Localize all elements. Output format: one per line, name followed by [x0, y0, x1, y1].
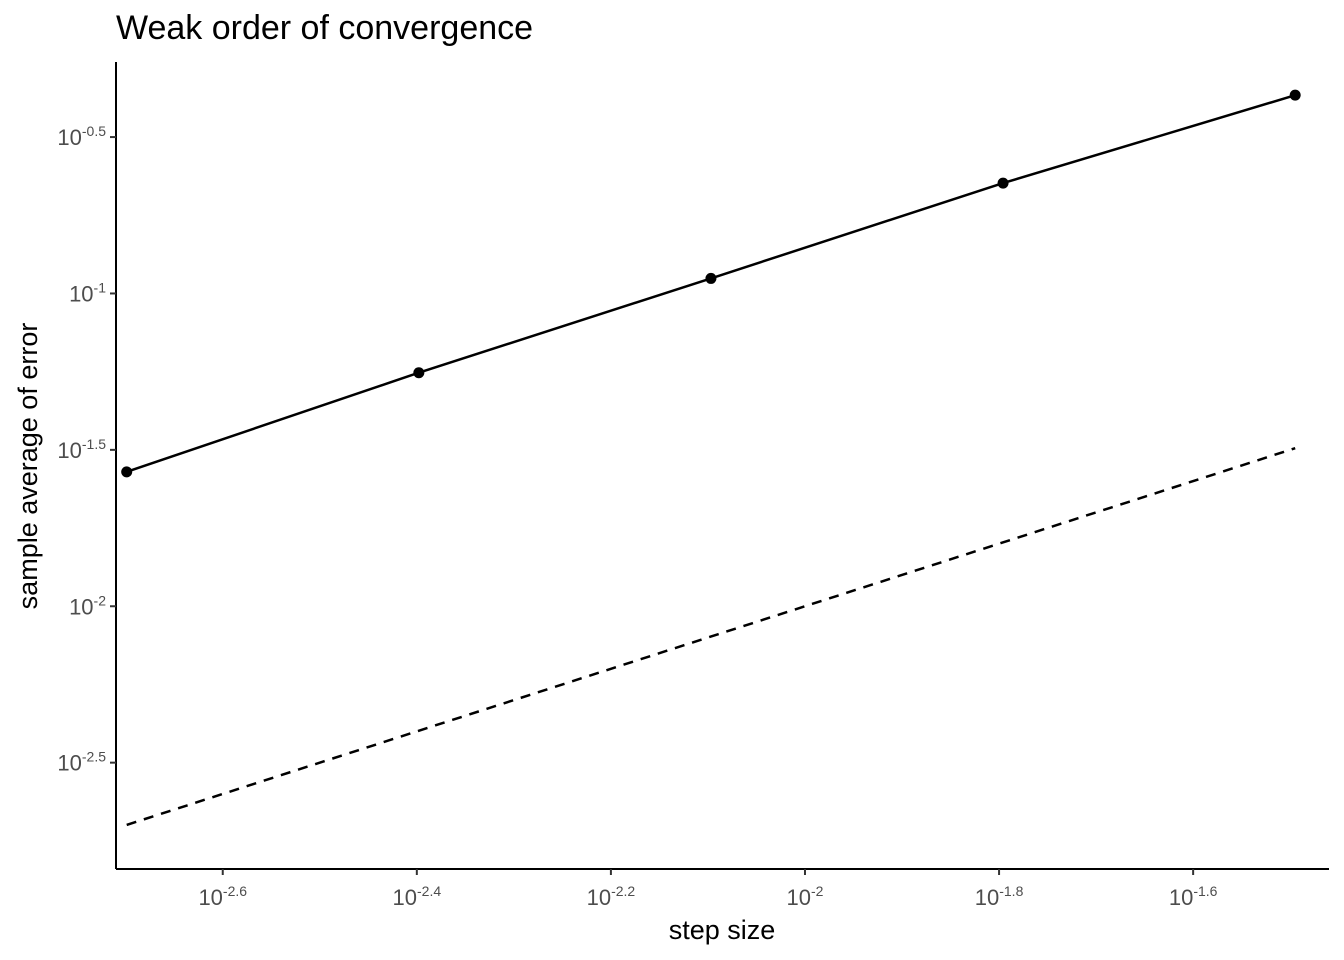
plot-area [121, 89, 1301, 827]
y-axis-title: sample average of error [13, 323, 43, 610]
data-point [997, 177, 1009, 189]
y-tick-label: 10-1 [69, 279, 106, 306]
x-axis-title: step size [669, 915, 776, 945]
x-axis-ticks: 10-2.6 10-2.4 10-2.2 10-2 10-1.8 10-1.6 [198, 869, 1218, 910]
data-point [705, 272, 717, 284]
x-tick-label: 10-2.2 [587, 883, 636, 910]
y-tick-label: 10-0.5 [57, 123, 106, 150]
data-point [413, 367, 425, 379]
x-tick-label: 10-1.6 [1169, 883, 1218, 910]
x-tick-label: 10-2 [787, 883, 824, 910]
data-point [1289, 89, 1301, 101]
chart-title: Weak order of convergence [116, 9, 533, 47]
x-tick-label: 10-2.6 [198, 883, 247, 910]
data-point [121, 466, 133, 478]
x-tick-label: 10-2.4 [393, 883, 442, 910]
y-tick-label: 10-2.5 [57, 749, 106, 776]
y-tick-label: 10-2 [69, 592, 106, 619]
y-axis-ticks: 10-0.5 10-1 10-1.5 10-2 10-2.5 [57, 123, 116, 776]
x-tick-label: 10-1.8 [975, 883, 1024, 910]
reference-line-dashed [126, 447, 1296, 827]
y-tick-label: 10-1.5 [57, 436, 106, 463]
